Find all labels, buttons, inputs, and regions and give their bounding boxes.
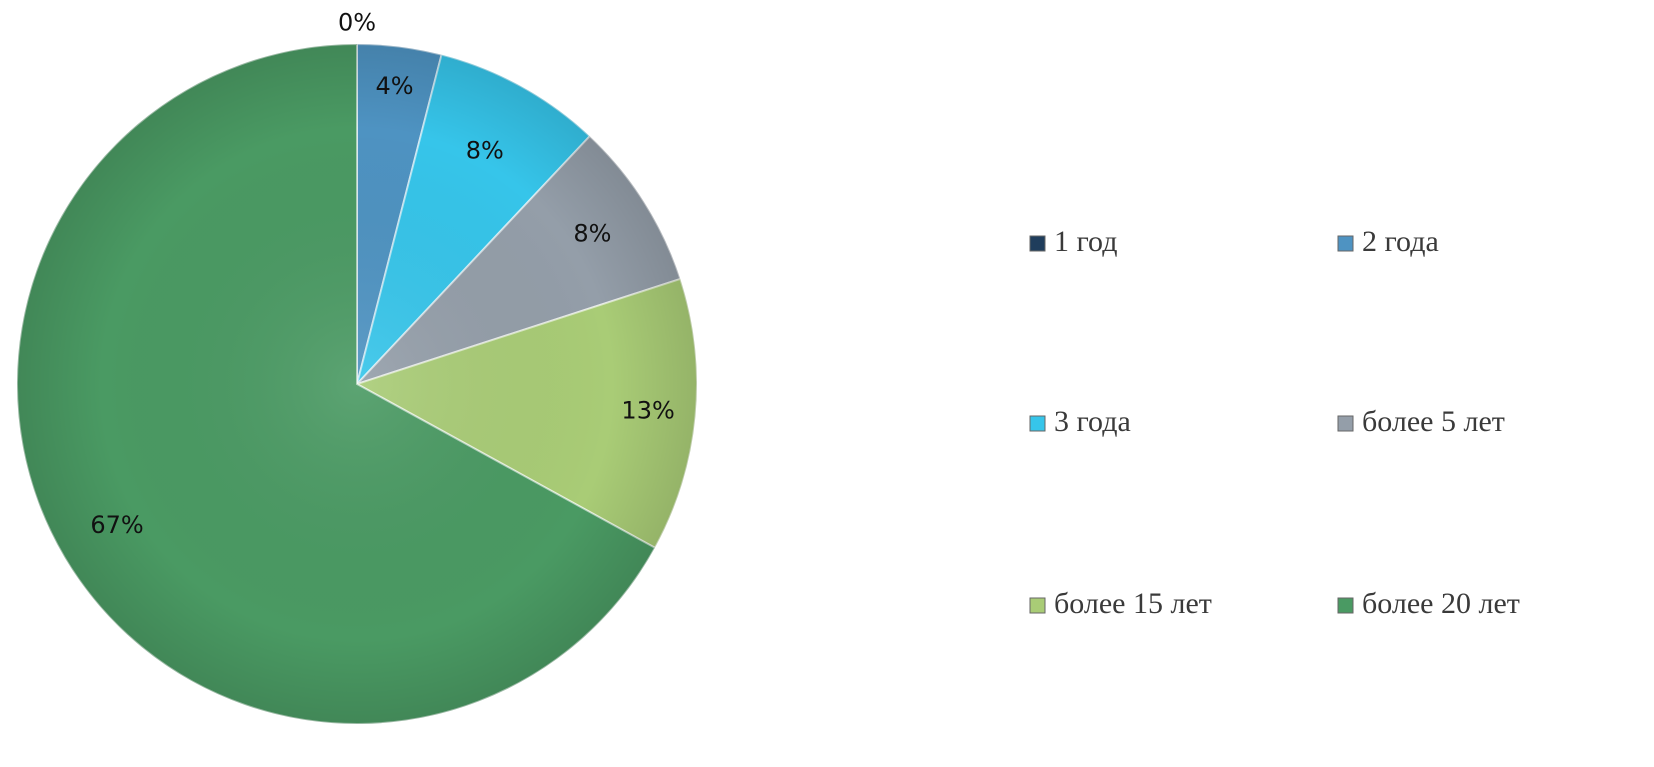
legend-item-0: 1 год — [1029, 225, 1117, 258]
percent-label-0: 0% — [338, 9, 376, 37]
legend-label-2: 3 года — [1054, 405, 1131, 438]
legend: 1 год 2 года 3 года более 5 лет более 15 лет… — [1029, 225, 1520, 620]
legend-label-0: 1 год — [1054, 225, 1117, 258]
legend-label-3: более 5 лет — [1362, 405, 1505, 438]
legend-swatch-1 — [1337, 235, 1354, 252]
legend-item-1: 2 года — [1337, 225, 1439, 258]
legend-item-4: более 15 лет — [1029, 587, 1212, 620]
legend-swatch-5 — [1337, 597, 1354, 614]
percent-label-3: 8% — [573, 220, 611, 248]
legend-label-4: более 15 лет — [1054, 587, 1212, 620]
legend-item-5: более 20 лет — [1337, 587, 1520, 620]
percent-label-2: 8% — [466, 137, 504, 165]
percent-label-4: 13% — [621, 397, 674, 425]
legend-swatch-3 — [1337, 415, 1354, 432]
legend-swatch-4 — [1029, 597, 1046, 614]
pie-percent-labels: 0% 4% 8% 8% 13% 67% — [90, 9, 674, 539]
legend-swatch-0 — [1029, 235, 1046, 252]
legend-swatch-2 — [1029, 415, 1046, 432]
legend-label-1: 2 года — [1362, 225, 1439, 258]
pie-slices — [16, 42, 698, 725]
legend-item-3: более 5 лет — [1337, 405, 1505, 438]
percent-label-5: 67% — [90, 511, 143, 539]
legend-item-2: 3 года — [1029, 405, 1131, 438]
legend-label-5: более 20 лет — [1362, 587, 1520, 620]
percent-label-1: 4% — [375, 72, 413, 100]
